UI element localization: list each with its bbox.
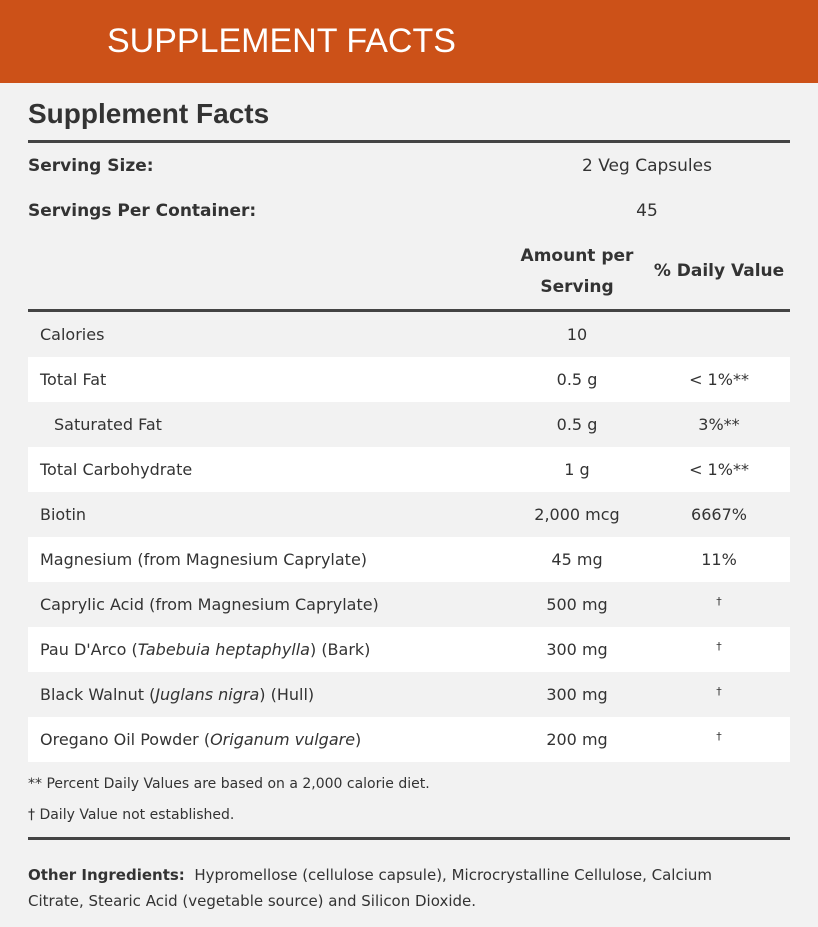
name-part: Black Walnut ( [40,685,156,704]
amount: 300 mg [546,685,608,704]
daily-value: † [716,595,722,608]
daily-value: † [716,640,722,653]
amount: 45 mg [551,550,603,569]
amount: 200 mg [546,730,608,749]
panel-title: Supplement Facts [28,98,270,129]
value: 45 [636,201,658,221]
daily-value: † [716,685,722,698]
label: Serving Size: [28,156,154,176]
rule [28,837,790,840]
amount: 1 g [564,460,590,479]
rule [28,140,790,143]
name-part: Biotin [40,505,87,524]
footnote: † Daily Value not established. [28,807,235,823]
column-header: Amount per [520,246,634,266]
text: Hypromellose (cellulose capsule), Microc… [28,866,712,910]
label: Servings Per Container: [28,201,257,221]
row: Total Fat 0.5 g < 1%** [28,357,790,402]
name-part: ) (Hull) [259,685,315,704]
ingredient-name: Black Walnut (Juglans nigra) (Hull) [40,685,314,704]
row: Oregano Oil Powder (Origanum vulgare) 200… [28,717,790,762]
value: 2 Veg Capsules [582,156,712,176]
footnote: ** Percent Daily Values are based on a 2… [28,776,430,792]
daily-value: < 1%** [689,370,749,389]
row: Pau D'Arco (Tabebuia heptaphylla) (Bark)… [28,627,790,672]
name-part: Total Fat [40,370,107,389]
daily-value: 11% [701,550,737,569]
ingredient-name: Biotin [40,505,86,524]
label: Other Ingredients: [28,866,185,884]
column-header: % Daily Value [653,261,785,281]
name-part: Origanum vulgare [210,730,356,749]
name-part: ) [355,730,362,749]
name-part: Juglans nigra [155,685,260,704]
row: Saturated Fat 0.5 g 3%** [28,402,790,447]
amount: 10 [566,325,588,344]
rule [28,309,790,312]
ingredient-name: Caprylic Acid (from Magnesium Caprylate) [40,595,379,614]
banner: SUPPLEMENT FACTS [0,0,818,83]
amount: 500 mg [546,595,608,614]
amount: 0.5 g [556,370,598,389]
amount: 2,000 mcg [534,505,620,524]
name-part: Oregano Oil Powder ( [40,730,211,749]
other-ingredients: Other Ingredients: Hypromellose (cellulo… [28,862,768,914]
name-part: Magnesium (from Magnesium Caprylate) [40,550,368,569]
row: Calories 10 [28,312,790,357]
name-part: Caprylic Acid (from Magnesium Caprylate) [40,595,379,614]
row: Caprylic Acid (from Magnesium Caprylate)… [28,582,790,627]
name-part: Total Carbohydrate [40,460,193,479]
name-part: Tabebuia heptaphylla [137,640,310,659]
name-part: Pau D'Arco ( [40,640,138,659]
amount: 0.5 g [556,415,598,434]
row: Black Walnut (Juglans nigra) (Hull) 300 m… [28,672,790,717]
ingredient-name: Magnesium (from Magnesium Caprylate) [40,550,367,569]
daily-value: 3%** [698,415,740,434]
ingredient-name: Oregano Oil Powder (Origanum vulgare) [40,730,361,749]
row: Biotin 2,000 mcg 6667% [28,492,790,537]
daily-value: † [716,730,722,743]
ingredient-name: Calories [40,325,104,344]
amount: 300 mg [546,640,608,659]
daily-value: < 1%** [689,460,749,479]
name-part: ) (Bark) [309,640,371,659]
banner-title: SUPPLEMENT FACTS [107,22,456,60]
row: Total Carbohydrate 1 g < 1%** [28,447,790,492]
row: Magnesium (from Magnesium Caprylate) 45 m… [28,537,790,582]
column-header: Serving [540,277,614,297]
name-part: Saturated Fat [54,415,162,434]
name-part: Calories [40,325,105,344]
ingredient-name: Pau D'Arco (Tabebuia heptaphylla) (Bark) [40,640,370,659]
ingredient-name: Total Fat [40,370,106,389]
daily-value: 6667% [691,505,747,524]
ingredient-name: Total Carbohydrate [40,460,192,479]
ingredient-name: Saturated Fat [54,415,162,434]
